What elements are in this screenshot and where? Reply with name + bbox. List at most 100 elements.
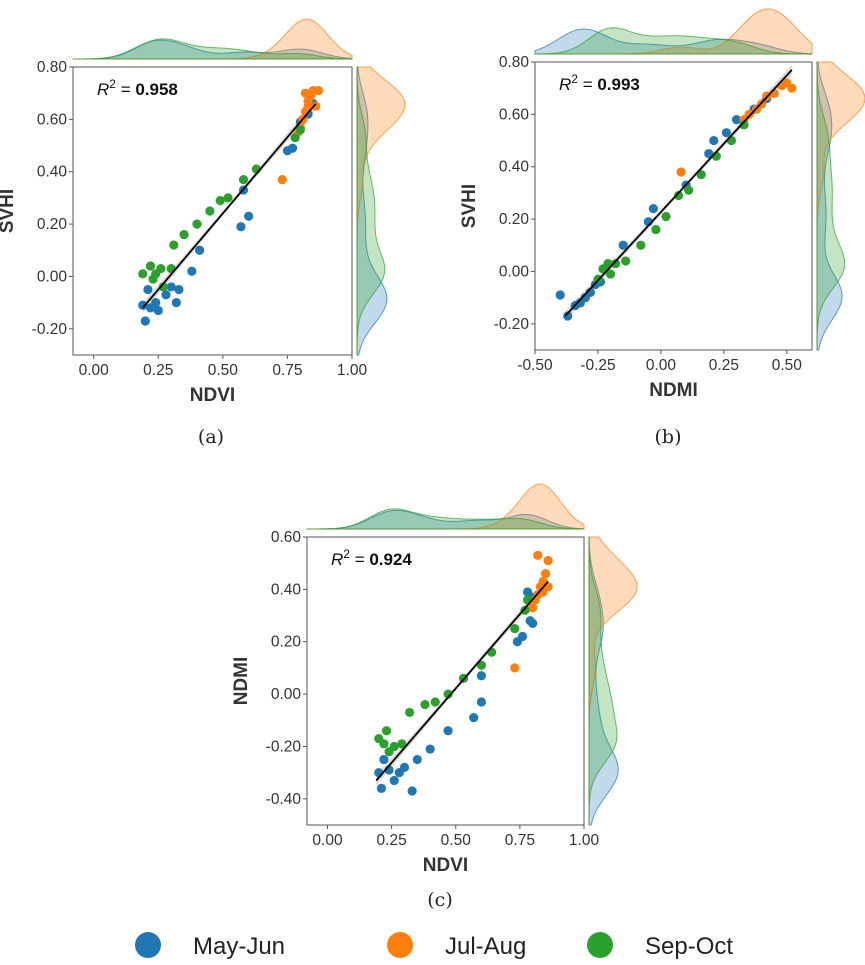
top-density-b-may-jun <box>534 28 813 55</box>
regression-line-c <box>375 580 549 782</box>
x-axis-label-a: NDVI <box>190 385 235 406</box>
point-a-jul-aug-9 <box>313 85 324 96</box>
point-c-sep-oct-13 <box>510 624 520 634</box>
point-a-sep-oct-16 <box>295 125 305 135</box>
point-c-sep-oct-9 <box>443 689 453 699</box>
point-c-sep-oct-2 <box>381 726 392 736</box>
point-c-sep-oct-1 <box>379 739 389 749</box>
side-density-b-may-jun <box>816 61 843 351</box>
caption-a: (a) <box>198 426 224 448</box>
r2-equals-c: = <box>350 550 369 569</box>
point-c-may-jun-1 <box>376 783 386 793</box>
x-tick-label-c-0: 0.00 <box>312 832 343 849</box>
series-c-jul-aug <box>510 550 553 673</box>
point-b-sep-oct-13 <box>726 135 737 146</box>
r2-superscript-a: 2 <box>109 77 116 91</box>
x-tick-label-a-2: 0.50 <box>208 362 239 379</box>
point-c-may-jun-13 <box>476 671 487 681</box>
point-c-may-jun-8 <box>412 754 422 765</box>
legend-label-may-jun: May-Jun <box>193 933 285 960</box>
point-b-may-jun-1 <box>563 311 573 321</box>
point-a-sep-oct-7 <box>169 240 179 250</box>
point-c-may-jun-18 <box>522 587 533 597</box>
point-b-may-jun-14 <box>721 128 731 138</box>
point-c-jul-aug-8 <box>543 555 553 566</box>
y-tick-label-b-1: 0.00 <box>499 263 530 280</box>
series-a-sep-oct <box>138 125 305 292</box>
r2-symbol-a: R <box>97 80 109 99</box>
point-b-sep-oct-4 <box>610 259 621 269</box>
side-density-c-may-jun <box>588 536 619 826</box>
panel-b: -0.50 -0.25 0.00 0.25 0.50 -0.20 0.00 0.20 0.40 0… <box>459 8 865 401</box>
y-tick-label-a-5: 0.80 <box>37 59 68 76</box>
point-a-may-jun-8 <box>171 298 181 308</box>
y-axis-label-c: NDMI <box>231 657 252 706</box>
legend-label-jul-aug: Jul-Aug <box>445 933 526 960</box>
point-a-sep-oct-5 <box>158 282 169 292</box>
panels: 0.00 0.25 0.50 0.75 1.00 -0.20 0.00 0.20 0.40 0.6… <box>0 8 865 876</box>
point-c-jul-aug-10 <box>543 582 553 592</box>
regression-line-b <box>564 69 793 317</box>
y-tick-label-a-2: 0.20 <box>37 216 68 233</box>
point-a-may-jun-12 <box>236 222 246 232</box>
point-c-sep-oct-14 <box>520 605 530 615</box>
point-c-may-jun-4 <box>389 775 399 786</box>
y-tick-label-b-0: -0.20 <box>494 316 530 333</box>
x-tick-label-c-1: 0.25 <box>377 832 407 849</box>
point-c-jul-aug-0 <box>510 663 520 673</box>
point-c-sep-oct-4 <box>389 741 399 752</box>
y-tick-label-c-5: 0.60 <box>271 529 302 546</box>
y-tick-label-a-3: 0.40 <box>37 164 68 181</box>
point-a-may-jun-1 <box>138 300 148 310</box>
y-tick-label-a-0: -0.20 <box>32 321 68 338</box>
plot-frame-c <box>306 536 585 826</box>
point-b-sep-oct-9 <box>673 190 684 201</box>
side-density-a-sep-oct <box>356 66 386 356</box>
caption-b: (b) <box>655 426 682 448</box>
point-b-sep-oct-10 <box>684 185 694 195</box>
side-density-c-sep-oct <box>588 536 618 826</box>
y-tick-label-a-1: 0.00 <box>37 268 68 285</box>
x-axis-label-c: NDVI <box>423 855 468 876</box>
top-density-a-sep-oct <box>72 38 353 60</box>
r2-equals-b: = <box>578 75 597 94</box>
point-a-may-jun-6 <box>161 290 171 300</box>
r2-value-b: 0.993 <box>597 75 640 94</box>
point-a-may-jun-0 <box>140 316 150 326</box>
y-tick-label-c-4: 0.40 <box>271 581 302 598</box>
point-c-may-jun-15 <box>517 631 528 642</box>
y-tick-label-b-4: 0.60 <box>499 106 530 123</box>
point-a-may-jun-4 <box>151 298 161 308</box>
x-tick-label-b-0: -0.50 <box>517 357 553 374</box>
point-c-sep-oct-11 <box>476 660 487 670</box>
point-b-sep-oct-3 <box>605 269 616 279</box>
r2-symbol-b: R <box>559 75 571 94</box>
point-b-may-jun-0 <box>555 290 565 300</box>
regression-line-a <box>142 103 317 309</box>
point-a-jul-aug-0 <box>277 174 287 185</box>
r2-equals-a: = <box>116 80 135 99</box>
legend-label-sep-oct: Sep-Oct <box>645 933 733 960</box>
point-a-may-jun-7 <box>166 282 176 292</box>
point-c-sep-oct-12 <box>487 647 497 657</box>
point-a-may-jun-13 <box>244 211 254 221</box>
point-a-sep-oct-15 <box>290 133 300 143</box>
y-axis-label-b: SVHI <box>459 184 480 228</box>
plot-frame-a <box>72 66 353 356</box>
x-tick-label-b-1: -0.25 <box>580 357 615 374</box>
panel-c: 0.00 0.25 0.50 0.75 1.00 -0.40 -0.20 0.00 0.20 0.… <box>231 483 638 876</box>
point-c-sep-oct-7 <box>420 699 430 710</box>
y-axis-label-a: SVHI <box>0 189 18 233</box>
point-c-may-jun-7 <box>407 786 417 796</box>
legend: May-Jun Jul-Aug Sep-Oct <box>135 932 733 960</box>
top-density-b-sep-oct <box>534 27 813 55</box>
y-tick-label-b-5: 0.80 <box>499 54 530 71</box>
y-tick-label-c-1: -0.20 <box>266 738 302 755</box>
point-b-sep-oct-14 <box>739 120 749 130</box>
x-tick-label-b-2: 0.00 <box>646 357 677 374</box>
legend-marker-may-jun <box>135 932 161 958</box>
point-a-jul-aug-11 <box>311 101 321 111</box>
point-a-sep-oct-9 <box>192 219 202 229</box>
legend-marker-jul-aug <box>387 932 413 958</box>
point-c-may-jun-9 <box>425 744 435 754</box>
